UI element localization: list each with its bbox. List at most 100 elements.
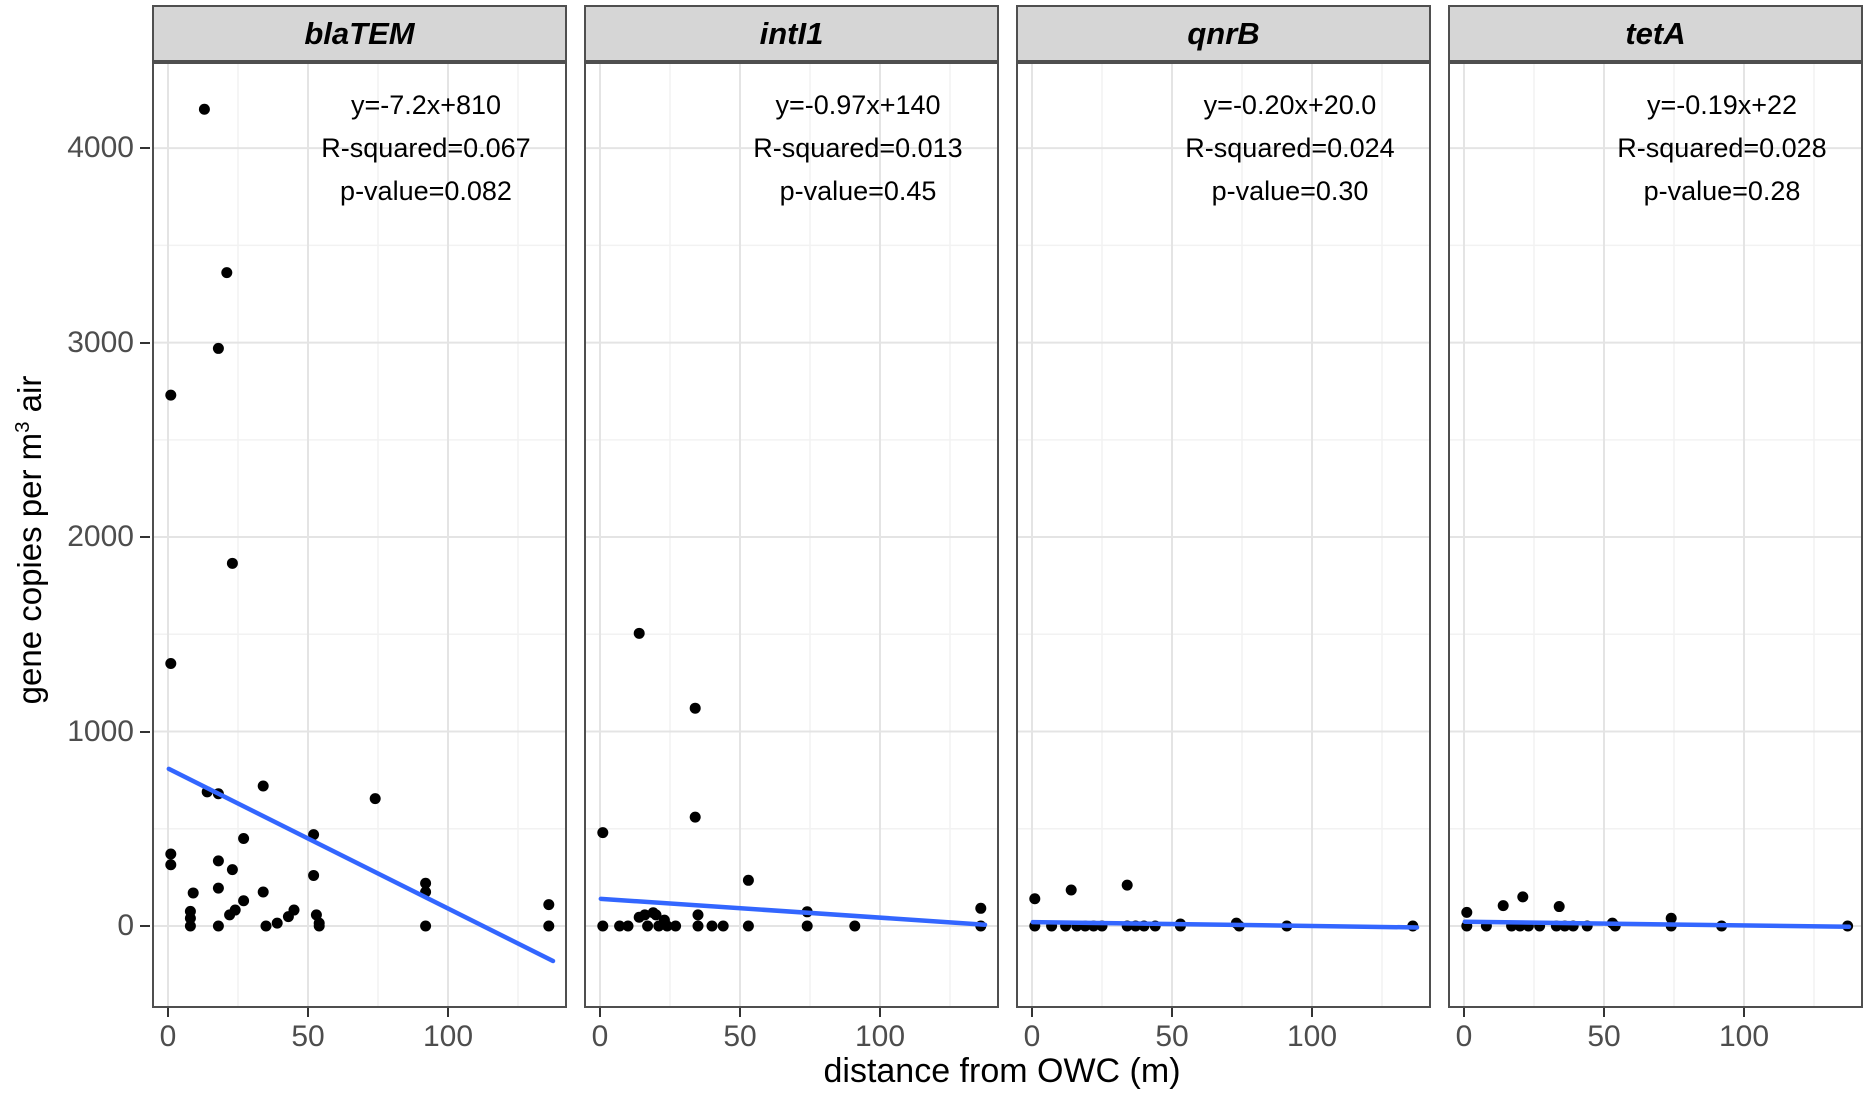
plot-panel: y=-0.19x+22 R-squared=0.028 p-value=0.28 xyxy=(1448,62,1863,1017)
data-point xyxy=(639,909,651,921)
data-point xyxy=(689,811,701,823)
annotation-p_value: p-value=0.45 xyxy=(779,176,937,206)
data-point xyxy=(1517,891,1529,903)
data-point xyxy=(543,899,555,911)
data-point xyxy=(226,864,238,876)
data-point xyxy=(670,920,682,932)
data-point xyxy=(165,389,177,401)
data-point xyxy=(212,920,224,932)
panel-canvas xyxy=(152,62,567,1017)
panel-border xyxy=(1016,62,1431,1008)
data-point xyxy=(706,920,718,932)
x-tick-label: 0 xyxy=(159,1020,177,1053)
data-point xyxy=(369,793,381,805)
facet-title: qnrB xyxy=(1187,15,1260,51)
data-point xyxy=(212,855,224,867)
data-point xyxy=(221,267,233,279)
y-tick-label: 1000 xyxy=(67,714,134,748)
data-point xyxy=(597,827,609,839)
x-tick-labels: 0 50 100 xyxy=(152,1008,567,1056)
fit-annotation: y=-7.2x+810 R-squared=0.067 p-value=0.082 xyxy=(321,84,530,213)
facet-title: intI1 xyxy=(759,15,824,51)
annotation-equation: y=-0.19x+22 xyxy=(1646,90,1798,120)
facet-strip: tetA xyxy=(1448,5,1863,62)
data-point xyxy=(650,909,662,921)
annotation-r_squared: R-squared=0.028 xyxy=(1617,133,1827,163)
y-tick-label: 2000 xyxy=(67,520,134,554)
data-point xyxy=(308,829,320,841)
data-point xyxy=(165,859,177,871)
facet-title: blaTEM xyxy=(304,15,415,51)
data-point xyxy=(187,887,199,899)
data-point xyxy=(622,920,634,932)
y-tick-mark xyxy=(140,925,150,927)
facet-title: tetA xyxy=(1625,15,1686,51)
panel-canvas xyxy=(1448,62,1863,1017)
data-point xyxy=(165,848,177,860)
data-point xyxy=(257,780,269,792)
data-point xyxy=(692,920,704,932)
data-point xyxy=(717,920,729,932)
data-point xyxy=(1065,884,1077,896)
annotation-r_squared: R-squared=0.067 xyxy=(321,133,531,163)
regression-line xyxy=(1462,919,1852,930)
x-tick-label: 0 xyxy=(591,1020,609,1053)
facet-tetA: tetA y=-0.19x+22 R-squared=0.028 p-value=0.… xyxy=(1448,5,1863,1056)
facets-row: blaTEM y=-7.2x+810 R-squared=0.067 p-value=… xyxy=(152,5,1863,1056)
fit-annotation: y=-0.97x+140 R-squared=0.013 p-value=0.45 xyxy=(753,84,962,213)
data-point xyxy=(849,920,861,932)
data-point xyxy=(212,342,224,354)
panel-border xyxy=(584,62,999,1008)
regression-line xyxy=(1030,919,1420,930)
x-tick-labels: 0 50 100 xyxy=(1016,1008,1431,1056)
facet-strip: intI1 xyxy=(584,5,999,62)
data-point xyxy=(742,874,754,886)
data-point xyxy=(801,920,813,932)
data-point xyxy=(597,920,609,932)
y-tick-mark xyxy=(140,147,150,150)
x-tick-label: 50 xyxy=(723,1020,757,1053)
x-tick-label: 100 xyxy=(422,1020,474,1053)
data-point xyxy=(288,904,300,916)
data-point xyxy=(420,877,432,889)
data-point xyxy=(313,920,325,932)
y-tick-mark xyxy=(140,341,150,344)
y-axis-ticks: 0 1000 2000 3000 4000 xyxy=(0,0,152,1101)
data-point xyxy=(1553,901,1565,913)
data-point xyxy=(1121,879,1133,891)
annotation-p_value: p-value=0.28 xyxy=(1643,176,1801,206)
data-point xyxy=(212,882,224,894)
data-point xyxy=(184,920,196,932)
panel-canvas xyxy=(1016,62,1431,1017)
data-point xyxy=(692,909,704,921)
data-point xyxy=(308,869,320,881)
annotation-equation: y=-0.20x+20.0 xyxy=(1203,90,1377,120)
facet-strip: blaTEM xyxy=(152,5,567,62)
y-tick-mark xyxy=(140,536,150,539)
annotation-equation: y=-0.97x+140 xyxy=(775,90,941,120)
panel-canvas xyxy=(584,62,999,1017)
y-tick-label: 0 xyxy=(117,909,134,942)
x-tick-labels: 0 50 100 xyxy=(584,1008,999,1056)
data-point xyxy=(543,920,555,932)
data-point xyxy=(198,103,210,115)
plot-panel: y=-7.2x+810 R-squared=0.067 p-value=0.082 xyxy=(152,62,567,1017)
data-point xyxy=(420,920,432,932)
data-point xyxy=(238,895,250,907)
x-axis-title: distance from OWC (m) xyxy=(823,1052,1181,1090)
data-point xyxy=(689,702,701,714)
x-tick-label: 100 xyxy=(854,1020,906,1053)
fit-annotation: y=-0.19x+22 R-squared=0.028 p-value=0.28 xyxy=(1617,84,1826,213)
data-point xyxy=(633,627,645,639)
x-tick-label: 50 xyxy=(291,1020,325,1053)
x-tick-label: 0 xyxy=(1455,1020,1473,1053)
data-point xyxy=(257,886,269,898)
x-tick-label: 50 xyxy=(1587,1020,1621,1053)
data-point xyxy=(184,912,196,924)
data-point xyxy=(1029,893,1041,905)
data-point xyxy=(226,557,238,569)
annotation-p_value: p-value=0.30 xyxy=(1211,176,1369,206)
data-point xyxy=(742,920,754,932)
data-point xyxy=(260,920,272,932)
